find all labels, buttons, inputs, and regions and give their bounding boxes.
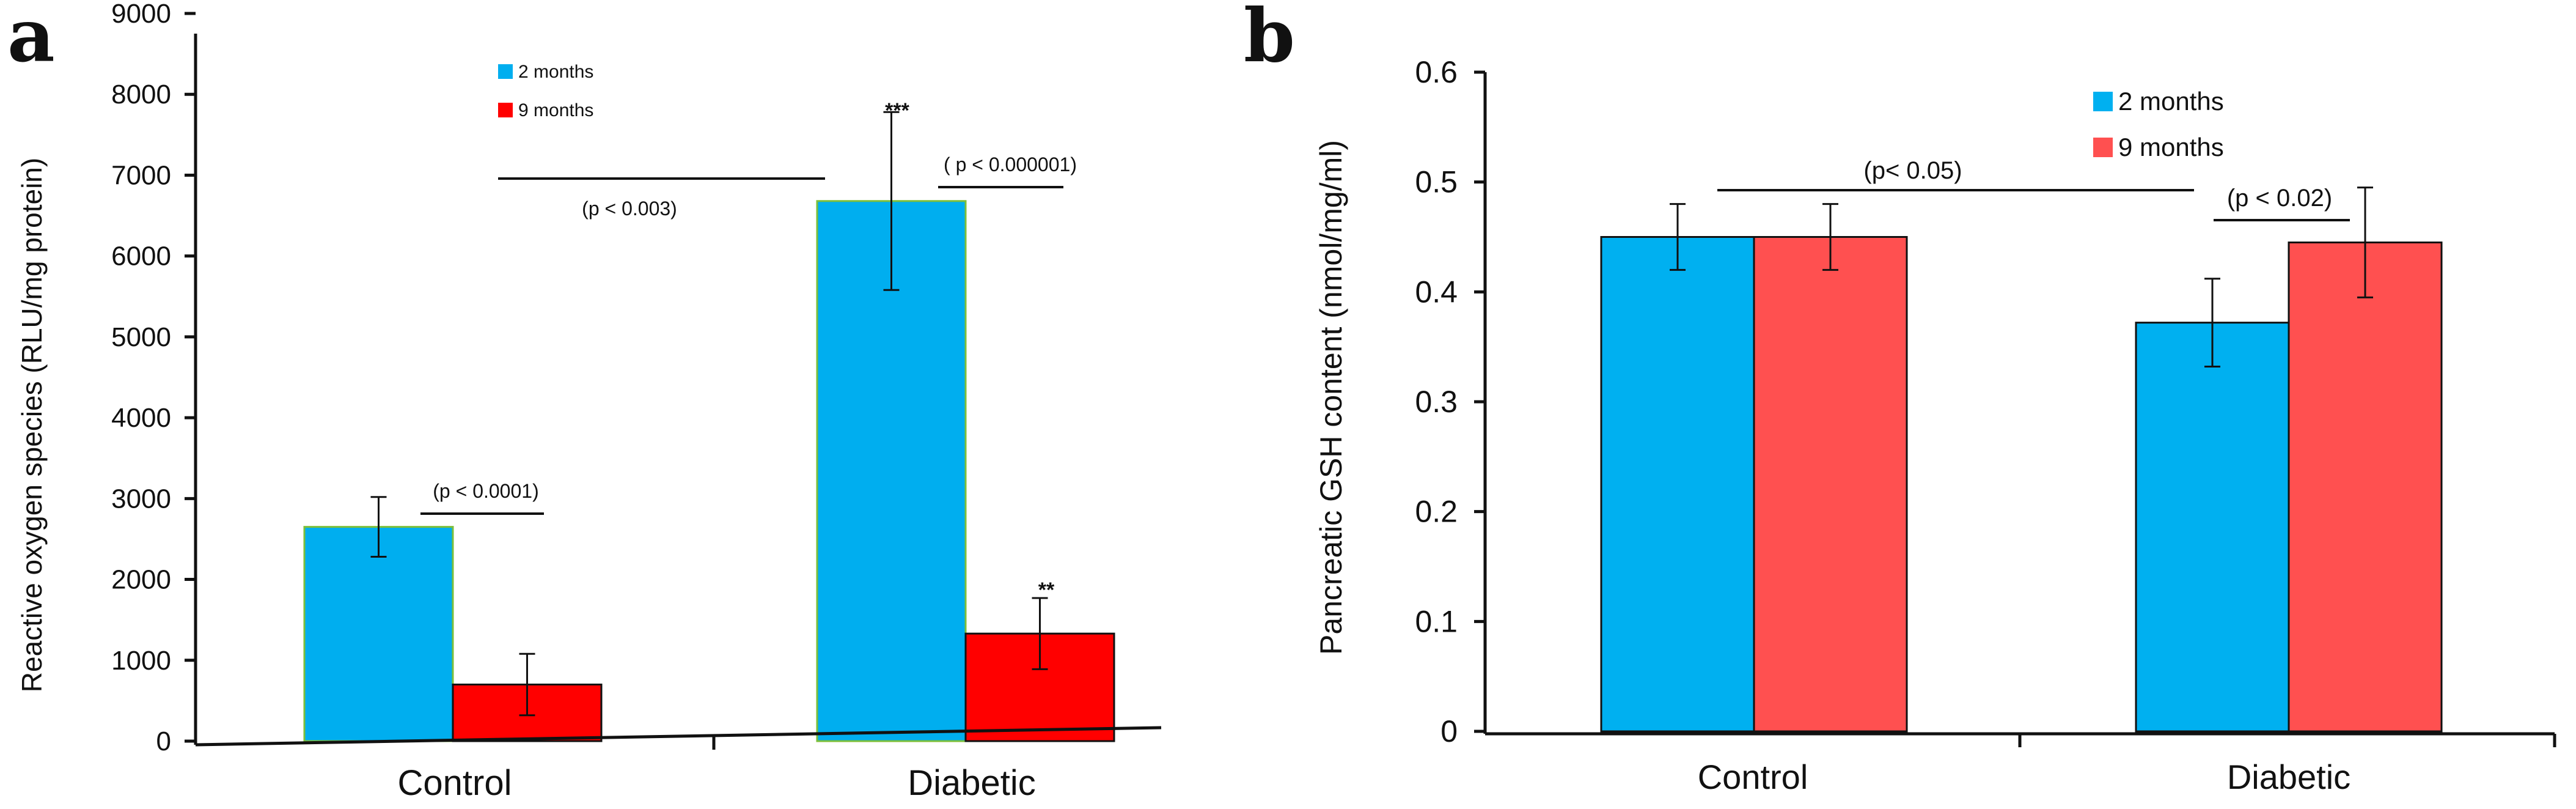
significance-b: (p< 0.05) (p < 0.02): [1717, 157, 2350, 221]
significance-stars-diabetic-9-months: **: [1038, 578, 1055, 602]
error-bars-b: [1670, 187, 2373, 368]
y-tick-label: 0: [1440, 714, 1458, 748]
y-tick-label: 0.5: [1415, 165, 1458, 199]
legend-label-2-months-b: 2 months: [2118, 87, 2224, 116]
y-axis-label-a: Reactive oxygen species (RLU/mg protein): [16, 158, 48, 692]
y-tick-label: 0.1: [1415, 604, 1458, 638]
bar-b-control-2-months: [1600, 236, 1755, 733]
error-bar-a-diabetic-9-months: [1032, 597, 1048, 670]
legend-swatch-2-months-b: [2093, 92, 2113, 111]
error-bar-b-diabetic-9-months: [2357, 187, 2373, 298]
y-tick-label: 5000: [111, 322, 171, 352]
error-bar-a-control-2-months: [370, 496, 387, 558]
legend-label-9-months-b: 9 months: [2118, 133, 2224, 161]
bar-a-diabetic-2-months: [816, 200, 967, 742]
legend-swatch-9-months-a: [498, 103, 513, 117]
error-bar-b-control-2-months: [1670, 203, 1686, 271]
error-bar-a-control-9-months: [519, 652, 535, 717]
error-bar-b-control-9-months: [1822, 203, 1838, 271]
sig-label-groups-a: (p < 0.003): [582, 198, 677, 220]
y-tick-label: 3000: [111, 484, 171, 514]
sig-label-control-a: (p < 0.0001): [433, 480, 538, 502]
y-tick-label: 8000: [111, 79, 171, 109]
bars-b: [1600, 236, 2443, 733]
legend-label-9-months-a: 9 months: [518, 100, 593, 120]
y-tick-label: 0.2: [1415, 495, 1458, 529]
y-tick-label: 7000: [111, 160, 171, 190]
significance-a: (p < 0.0001) (p < 0.003) ( p < 0.000001): [420, 153, 1077, 515]
significance-stars-diabetic-2-months: ***: [885, 99, 909, 122]
y-tick-label: 0.3: [1415, 385, 1458, 419]
y-axis-ticks-b: 0 0.1 0.2 0.3 0.4 0.5 0.6: [1415, 55, 1485, 748]
panel-label-b: b: [1244, 0, 1295, 79]
chart-panel-b: b Pancreatic GSH content (nmol/mg/ml) 0 …: [1244, 0, 2556, 796]
y-tick-label: 9000: [111, 0, 171, 29]
x-category-label-diabetic-b: Diabetic: [2227, 758, 2350, 796]
legend-label-2-months-a: 2 months: [518, 62, 593, 82]
sig-label-diabetic-b: (p < 0.02): [2227, 185, 2332, 212]
legend-a: 2 months 9 months: [498, 62, 593, 120]
x-category-label-control-a: Control: [398, 763, 512, 803]
error-bars-a: [370, 111, 1048, 717]
sig-label-groups-b: (p< 0.05): [1863, 157, 1962, 184]
y-tick-label: 0: [156, 726, 171, 756]
x-category-label-diabetic-a: Diabetic: [908, 763, 1036, 803]
bar-b-diabetic-9-months: [2288, 241, 2443, 733]
y-tick-label: 0.4: [1415, 275, 1458, 309]
error-bar-a-diabetic-2-months: [883, 111, 900, 291]
panel-label-a: a: [7, 0, 55, 79]
y-tick-label: 0.6: [1415, 55, 1458, 89]
bar-a-diabetic-9-months: [964, 632, 1115, 742]
y-axis-ticks-a: 0 1000 2000 3000 4000 5000 6000 7000 800…: [111, 0, 196, 756]
error-bar-b-diabetic-2-months: [2204, 278, 2220, 368]
bar-b-diabetic-2-months: [2135, 322, 2290, 733]
legend-swatch-2-months-a: [498, 64, 513, 79]
bar-b-control-9-months: [1753, 236, 1908, 733]
bars-a: [303, 200, 1115, 742]
bar-a-control-2-months: [303, 526, 454, 742]
y-axis-label-b: Pancreatic GSH content (nmol/mg/ml): [1314, 140, 1348, 655]
y-tick-label: 4000: [111, 403, 171, 433]
y-tick-label: 1000: [111, 646, 171, 676]
y-tick-label: 2000: [111, 565, 171, 595]
chart-panel-a: a Reactive oxygen species (RLU/mg protei…: [7, 0, 1162, 803]
x-axis-a: [195, 726, 1162, 747]
y-tick-label: 6000: [111, 242, 171, 272]
sig-label-diabetic-a: ( p < 0.000001): [944, 153, 1077, 175]
legend-swatch-9-months-b: [2093, 138, 2113, 157]
legend-b: 2 months 9 months: [2093, 87, 2224, 161]
x-category-label-control-b: Control: [1698, 758, 1808, 796]
